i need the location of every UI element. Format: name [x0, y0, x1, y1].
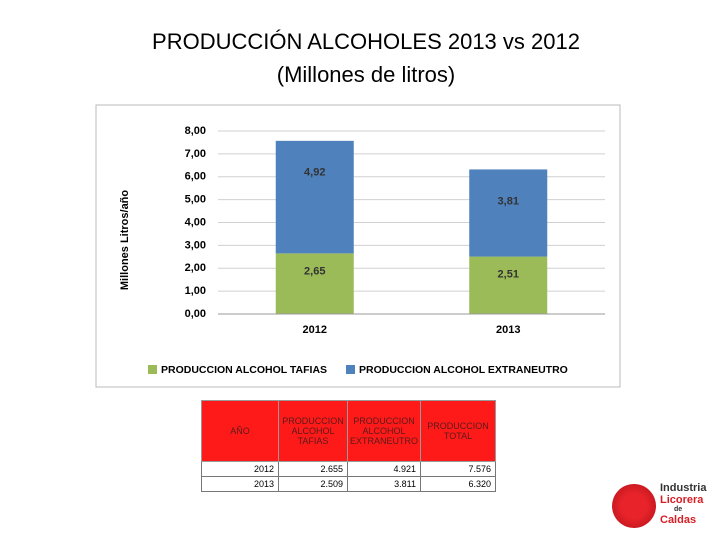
table-header: PRODUCCION ALCOHOL TAFIAS	[278, 400, 348, 462]
table-cell: 2.509	[278, 476, 348, 492]
slide-title: PRODUCCIÓN ALCOHOLES 2013 vs 2012	[152, 29, 580, 54]
table-cell: 2013	[201, 476, 279, 492]
table-cell: 3.811	[346, 476, 422, 492]
logo-mark	[612, 484, 656, 528]
table-cell: 2012	[201, 461, 279, 477]
table-cell: 6.320	[420, 476, 497, 492]
slide-subtitle: (Millones de litros)	[277, 62, 456, 87]
y-tick-label: 0,00	[185, 308, 206, 320]
y-tick-label: 7,00	[185, 148, 206, 160]
bar-segment	[469, 169, 548, 257]
data-label: 4,92	[304, 167, 325, 179]
legend-label: PRODUCCION ALCOHOL TAFIAS	[161, 364, 327, 376]
y-tick-label: 4,00	[185, 216, 206, 228]
bar-segment	[275, 253, 354, 314]
data-label: 2,51	[498, 268, 519, 280]
y-axis-label: Millones Litros/año	[119, 190, 131, 291]
logo-text: Caldas	[660, 514, 697, 526]
legend-swatch	[346, 365, 355, 374]
logo-text: Industria	[660, 482, 707, 494]
x-tick-label: 2012	[303, 324, 327, 336]
table-header: PRODUCCION TOTAL	[420, 400, 497, 462]
y-tick-label: 1,00	[185, 285, 206, 297]
table-cell: 4.921	[346, 461, 422, 477]
bar-segment	[275, 140, 354, 254]
legend-label: PRODUCCION ALCOHOL EXTRANEUTRO	[359, 364, 568, 376]
y-tick-label: 8,00	[185, 125, 206, 137]
y-tick-label: 3,00	[185, 239, 206, 251]
table-cell: 7.576	[420, 461, 497, 477]
data-label: 3,81	[498, 195, 519, 207]
y-tick-label: 6,00	[185, 171, 206, 183]
logo-text: de	[674, 506, 683, 513]
data-label: 2,65	[304, 265, 325, 277]
table-header: AÑO	[201, 400, 279, 462]
table-header: PRODUCCION ALCOHOL EXTRANEUTRO	[346, 400, 422, 462]
logo: Industria Licorera de Caldas	[612, 482, 712, 530]
x-tick-label: 2013	[496, 324, 520, 336]
table-cell: 2.655	[278, 461, 348, 477]
bar-segment	[469, 256, 548, 314]
data-table: AÑO PRODUCCION ALCOHOL TAFIAS PRODUCCION…	[201, 400, 497, 492]
y-tick-label: 2,00	[185, 262, 206, 274]
y-tick-label: 5,00	[185, 194, 206, 206]
legend-swatch	[148, 365, 157, 374]
logo-text: Licorera	[660, 494, 704, 506]
